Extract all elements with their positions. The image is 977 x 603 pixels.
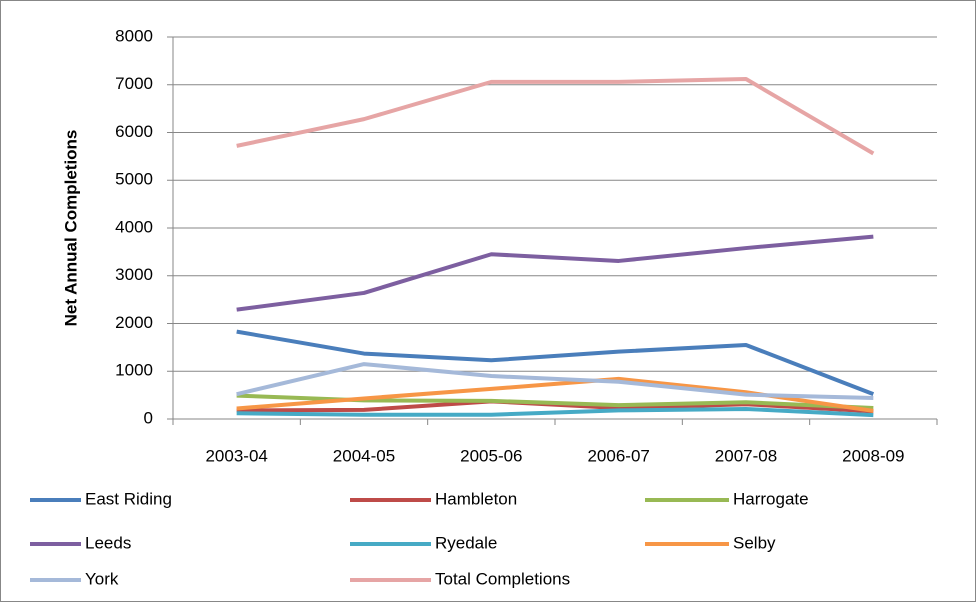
legend-label: Hambleton xyxy=(435,489,517,508)
y-tick-label: 3000 xyxy=(115,265,153,284)
x-tick-label: 2005-06 xyxy=(460,446,522,465)
x-tick-label: 2008-09 xyxy=(842,446,904,465)
y-tick-label: 5000 xyxy=(115,170,153,189)
series-line xyxy=(236,406,874,418)
series-line xyxy=(236,362,874,400)
legend-label: Total Completions xyxy=(435,569,570,588)
y-axis-label: Net Annual Completions xyxy=(61,130,80,327)
legend-label: Ryedale xyxy=(435,533,497,552)
y-tick-label: 1000 xyxy=(115,361,153,380)
legend-label: York xyxy=(85,569,119,588)
series-line xyxy=(236,329,875,397)
legend-label: Selby xyxy=(733,533,776,552)
legend-label: East Riding xyxy=(85,489,172,508)
y-tick-label: 4000 xyxy=(115,217,153,236)
series-line xyxy=(236,77,875,156)
y-tick-label: 0 xyxy=(144,408,153,427)
x-tick-label: 2007-08 xyxy=(715,446,777,465)
x-tick-label: 2006-07 xyxy=(587,446,649,465)
series-line xyxy=(236,234,874,312)
x-tick-label: 2003-04 xyxy=(205,446,267,465)
y-tick-label: 6000 xyxy=(115,122,153,141)
legend-label: Leeds xyxy=(85,533,131,552)
y-tick-label: 7000 xyxy=(115,74,153,93)
x-tick-label: 2004-05 xyxy=(333,446,395,465)
y-tick-label: 8000 xyxy=(115,26,153,45)
y-tick-label: 2000 xyxy=(115,313,153,332)
legend-label: Harrogate xyxy=(733,489,809,508)
